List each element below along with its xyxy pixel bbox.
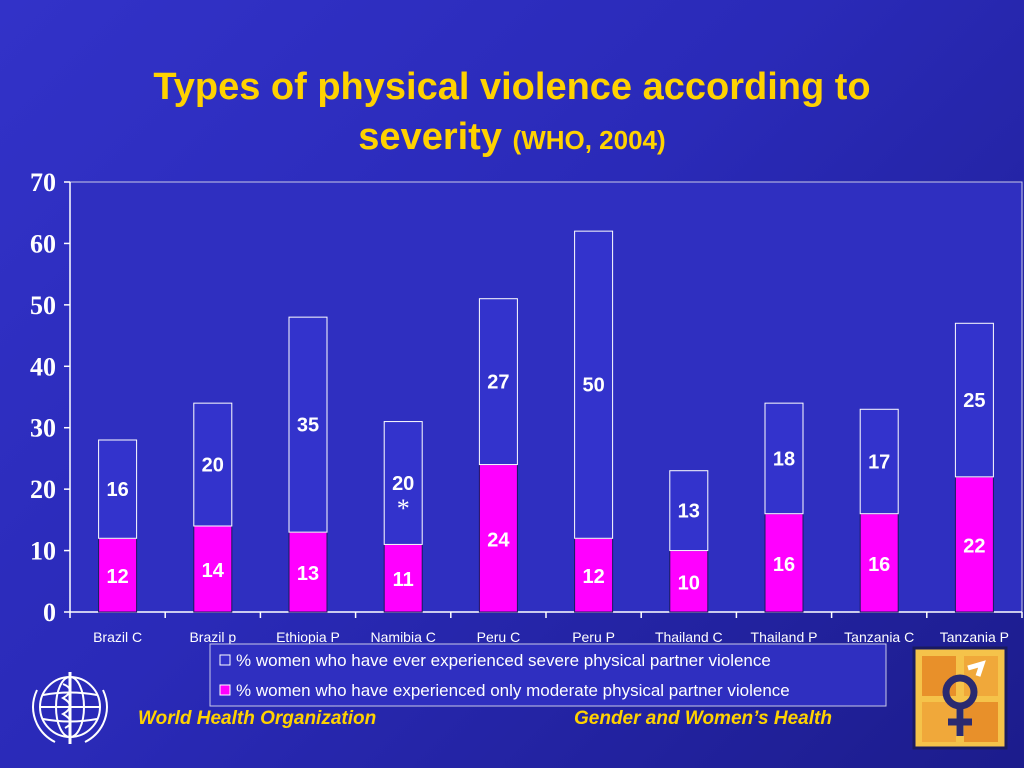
- data-label-moderate: 12: [582, 566, 604, 588]
- data-label-moderate: 10: [678, 572, 700, 594]
- data-label-moderate: 16: [868, 554, 890, 576]
- bar-moderate: [859, 513, 899, 613]
- data-label-severe: 50: [582, 375, 604, 397]
- who-emblem-icon: [32, 672, 108, 744]
- footer-program: Gender and Women’s Health: [574, 708, 832, 729]
- bar-moderate: [288, 531, 328, 613]
- y-tick-label: 70: [30, 168, 56, 197]
- legend-item-severe-label: % women who have ever experienced severe…: [236, 651, 771, 670]
- bar-moderate: [764, 513, 804, 613]
- data-label-severe: 25: [963, 390, 985, 412]
- y-tick-label: 30: [30, 414, 56, 443]
- bar-severe: [98, 439, 138, 539]
- bar-moderate: [478, 464, 518, 613]
- bar-severe: [193, 402, 233, 527]
- x-tick-label: Ethiopia P: [276, 629, 340, 645]
- bar-moderate: [669, 550, 709, 613]
- data-label-moderate: 24: [487, 529, 510, 551]
- data-label-severe: 18: [773, 448, 795, 470]
- data-label-severe: 27: [487, 372, 509, 394]
- gender-womens-health-logo-icon: [912, 646, 1008, 750]
- bar-severe: [859, 408, 899, 515]
- legend-item-severe-swatch: [219, 654, 231, 666]
- x-tick-label: Tanzania P: [940, 629, 1009, 645]
- y-tick-label: 40: [30, 352, 56, 381]
- x-tick-label: Brazil C: [93, 629, 142, 645]
- data-label-moderate: 12: [106, 566, 128, 588]
- data-label-severe: 13: [678, 501, 700, 523]
- data-label-moderate: 22: [963, 535, 985, 557]
- y-tick-label: 50: [30, 291, 56, 320]
- annotation-asterisk: *: [397, 494, 410, 523]
- data-label-severe: 20: [392, 473, 414, 495]
- footer-organization: World Health Organization: [138, 708, 377, 729]
- bar-moderate: [574, 537, 614, 613]
- data-label-moderate: 14: [202, 560, 225, 582]
- legend-item-moderate-label: % women who have experienced only modera…: [236, 681, 790, 700]
- bar-severe: [954, 322, 994, 478]
- x-tick-label: Thailand P: [751, 629, 818, 645]
- bar-moderate: [98, 537, 138, 613]
- title-source: (WHO, 2004): [512, 125, 666, 155]
- x-tick-label: Namibia C: [371, 629, 436, 645]
- bar-severe: [288, 316, 328, 533]
- x-tick-label: Brazil p: [189, 629, 236, 645]
- data-label-severe: 20: [202, 455, 224, 477]
- y-tick-label: 60: [30, 229, 56, 258]
- legend-box: [209, 643, 887, 707]
- x-tick-label: Peru P: [572, 629, 615, 645]
- x-tick-label: Peru C: [477, 629, 521, 645]
- x-tick-label: Tanzania C: [844, 629, 914, 645]
- y-tick-label: 20: [30, 475, 56, 504]
- x-tick-label: Thailand C: [655, 629, 723, 645]
- title-line-2: severity: [358, 116, 502, 158]
- bar-moderate: [954, 476, 994, 613]
- legend-item-moderate-swatch: [219, 684, 231, 696]
- y-tick-label: 0: [43, 598, 56, 627]
- bar-severe: [478, 298, 518, 466]
- data-label-severe: 35: [297, 415, 319, 437]
- title-line-1: Types of physical violence according to: [153, 66, 871, 108]
- chart-title: Types of physical violence according to …: [40, 62, 984, 165]
- y-tick-label: 10: [30, 537, 56, 566]
- bar-severe: [669, 470, 709, 552]
- data-label-severe: 16: [106, 479, 128, 501]
- bar-severe: [383, 421, 423, 545]
- bar-severe: [764, 402, 804, 515]
- data-label-moderate: 11: [393, 569, 414, 591]
- data-label-severe: 17: [868, 452, 890, 474]
- data-label-moderate: 13: [297, 563, 319, 585]
- data-label-moderate: 16: [773, 554, 795, 576]
- bar-severe: [574, 230, 614, 539]
